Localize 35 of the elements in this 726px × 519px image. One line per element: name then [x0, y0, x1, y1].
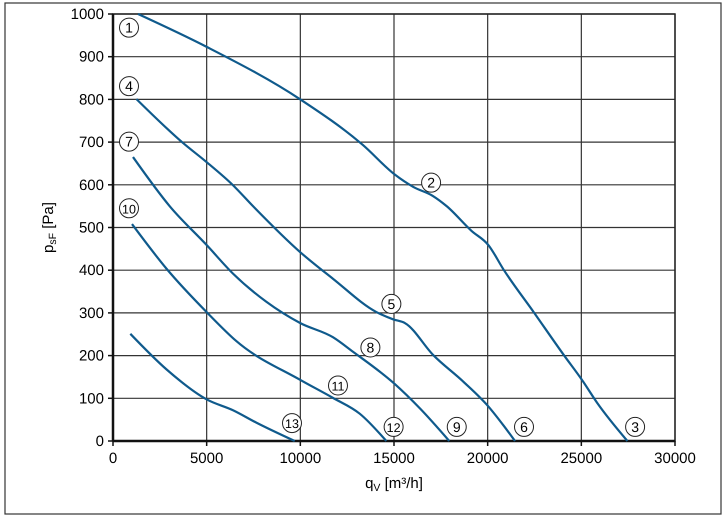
annotation: 7	[125, 134, 134, 150]
y-tick-label: 400	[78, 262, 104, 280]
x-tick-label: 0	[108, 450, 118, 467]
x-tick-label: 20000	[466, 450, 509, 467]
y-tick-label: 200	[78, 348, 104, 365]
annotation: 2	[427, 174, 436, 191]
annotation: 10	[122, 202, 136, 216]
annotation: 5	[387, 296, 396, 312]
annotation: 12	[386, 420, 401, 435]
x-axis-title: q$_{V}$ [m³/h]	[365, 475, 423, 494]
annotation: 8	[366, 339, 374, 356]
y-tick-label: 500	[78, 220, 104, 236]
x-tick-label: 5000	[190, 450, 224, 467]
y-tick-label: 600	[78, 176, 104, 194]
y-tick-label: 800	[78, 91, 104, 108]
y-tick-label: 900	[78, 48, 104, 66]
y-tick-label: 300	[78, 304, 104, 322]
line-series	[136, 12, 629, 442]
y-tick-label: 100	[78, 390, 104, 408]
annotation: 13	[285, 417, 299, 432]
x-tick-label: 10000	[279, 450, 322, 467]
annotation: 3	[631, 418, 640, 435]
annotation: 9	[452, 418, 461, 435]
x-tick-label: 25000	[560, 450, 602, 467]
annotation: 1	[125, 20, 134, 36]
x-tick-label: 30000	[654, 450, 696, 467]
line-series	[130, 222, 388, 442]
annotation: 6	[520, 418, 528, 435]
y-tick-label: 0	[96, 433, 104, 450]
annotation: 4	[125, 78, 134, 94]
line-series	[135, 98, 516, 442]
y-tick-label: 700	[78, 134, 104, 152]
x-tick-label: 15000	[373, 450, 415, 467]
annotation: 11	[331, 379, 345, 394]
y-tick-label: 1000	[70, 6, 104, 23]
